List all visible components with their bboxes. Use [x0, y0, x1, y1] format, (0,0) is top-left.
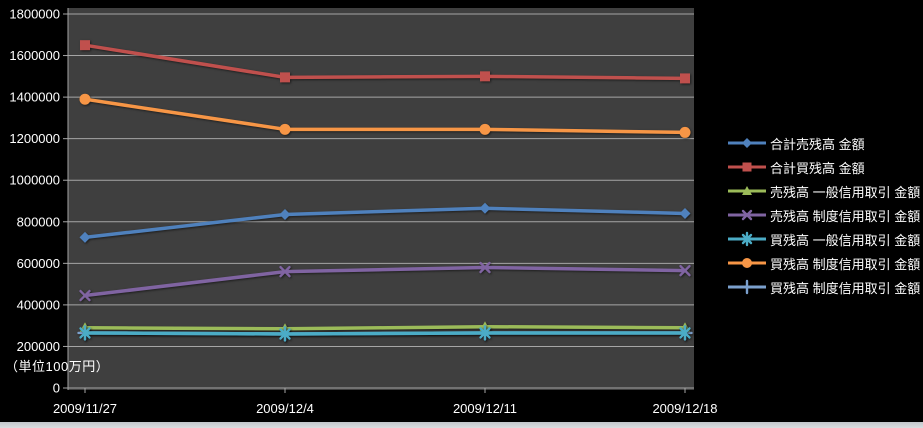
y-axis-label: 400000 [17, 297, 60, 312]
series-line[interactable] [80, 40, 690, 84]
legend-item-6[interactable]: 買残高 制度信用取引 金額 [727, 251, 920, 275]
legend-label: 合計買残高 金額 [770, 160, 865, 176]
legend-label: 売残高 一般信用取引 金額 [770, 184, 921, 200]
y-axis-label: 1800000 [9, 7, 60, 22]
series-line[interactable] [79, 261, 691, 302]
x-axis-label: 2009/12/18 [652, 401, 717, 416]
series-line[interactable] [79, 202, 691, 243]
legend-marker-diamond-icon [728, 138, 766, 148]
legend-marker-plus-icon [728, 279, 766, 295]
y-axis-label: 800000 [17, 214, 60, 229]
legend-marker-star-icon [728, 231, 766, 247]
legend-marker-triangle-icon [728, 186, 766, 195]
legend-label: 合計売残高 金額 [770, 136, 865, 152]
x-axis-label: 2009/12/4 [256, 401, 314, 416]
y-axis-label: 600000 [17, 256, 60, 271]
unit-label: （単位100万円） [5, 359, 110, 374]
y-axis-label: 1200000 [9, 131, 60, 146]
y-axis-label: 0 [53, 381, 60, 396]
x-axis-label: 2009/11/27 [53, 401, 117, 416]
window-bottom-edge [0, 422, 923, 428]
legend: 合計売残高 金額 合計買残高 金額売残高 一般信用取引 金額 売残高 制度信用取引 … [727, 131, 920, 299]
legend-item-1[interactable]: 合計売残高 金額 [727, 131, 920, 155]
legend-label: 売残高 制度信用取引 金額 [770, 208, 921, 224]
legend-label: 買残高 制度信用取引 金額 [770, 256, 921, 272]
legend-label: 買残高 一般信用取引 金額 [770, 232, 921, 248]
series-line[interactable] [79, 93, 691, 138]
legend-label: 買残高 制度信用取引 金額 [770, 280, 921, 296]
legend-item-5[interactable]: 買残高 一般信用取引 金額 [727, 227, 920, 251]
series-line[interactable] [79, 325, 691, 342]
legend-item-4[interactable]: 売残高 制度信用取引 金額 [727, 203, 920, 227]
legend-item-3[interactable]: 売残高 一般信用取引 金額 [727, 179, 920, 203]
y-axis-label: 1600000 [9, 48, 60, 63]
legend-marker-square-icon [728, 162, 766, 172]
legend-item-2[interactable]: 合計買残高 金額 [727, 155, 920, 179]
y-axis-label: 1000000 [9, 173, 60, 188]
y-axis-label: 200000 [17, 339, 60, 354]
legend-item-7[interactable]: 買残高 制度信用取引 金額 [727, 275, 920, 299]
y-axis-label: 1400000 [9, 90, 60, 105]
legend-marker-circle-icon [728, 258, 766, 268]
legend-marker-x-icon [728, 209, 766, 221]
x-axis-label: 2009/12/11 [453, 401, 517, 416]
